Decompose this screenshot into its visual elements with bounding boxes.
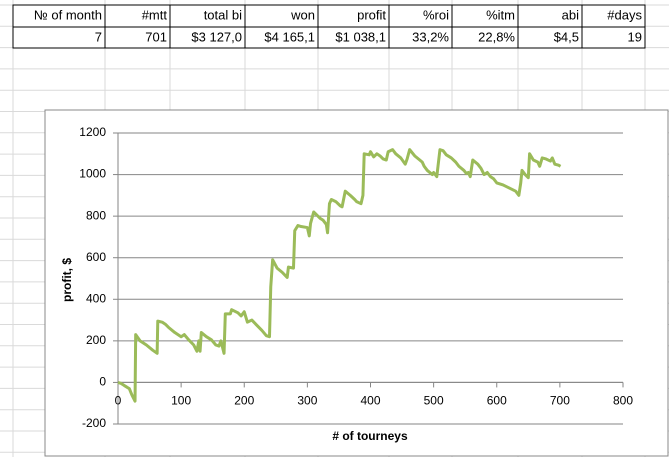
table-header-cell: abi	[562, 7, 579, 22]
summary-table: № of month #mtt total bi won profit %roi %itm a…	[12, 4, 646, 49]
x-tick-label: 800	[613, 394, 633, 408]
y-tick-label: 1000	[79, 167, 106, 181]
table-header-cell: #days	[607, 7, 642, 22]
table-cell: $4,5	[554, 29, 579, 44]
x-axis-label: # of tourneys	[332, 429, 408, 443]
table-cell: $1 038,1	[335, 29, 386, 44]
y-tick-label: 600	[86, 250, 106, 264]
table-cell: 701	[145, 29, 167, 44]
table-cell: $4 165,1	[264, 29, 315, 44]
table-cell: 22,8%	[478, 29, 515, 44]
table-header-cell: #mtt	[142, 7, 168, 22]
x-tick-label: 200	[234, 394, 254, 408]
x-tick-label: 300	[297, 394, 317, 408]
chart-frame	[44, 109, 669, 457]
table-header-cell: total bi	[204, 7, 242, 22]
y-tick-label: -200	[82, 416, 106, 430]
table-cell: $3 127,0	[191, 29, 242, 44]
y-tick-label: 0	[99, 375, 106, 389]
table-header-cell: № of month	[34, 7, 102, 22]
table-header-cell: %itm	[486, 7, 515, 22]
table-header-cell: profit	[357, 7, 386, 22]
y-axis-label: profit, $	[60, 258, 74, 302]
table-cell: 19	[628, 29, 642, 44]
x-tick-label: 100	[171, 394, 191, 408]
table-cell: 33,2%	[412, 29, 449, 44]
x-tick-label: 400	[360, 394, 380, 408]
x-tick-label: 600	[487, 394, 507, 408]
x-tick-label: 700	[550, 394, 570, 408]
data-line	[117, 148, 562, 403]
y-tick-label: 400	[86, 291, 106, 305]
y-tick-label: 800	[86, 208, 106, 222]
y-tick-label: 200	[86, 333, 106, 347]
table-header-cell: %roi	[423, 7, 449, 22]
x-tick-label: 0	[115, 394, 122, 408]
table-header-cell: won	[290, 7, 315, 22]
table-cell: 7	[95, 29, 102, 44]
y-tick-label: 1200	[79, 125, 106, 139]
x-tick-label: 500	[424, 394, 444, 408]
chart: -200 0 200 400 600 800 1000 1200 0 100 200 300 400 50…	[79, 125, 633, 430]
